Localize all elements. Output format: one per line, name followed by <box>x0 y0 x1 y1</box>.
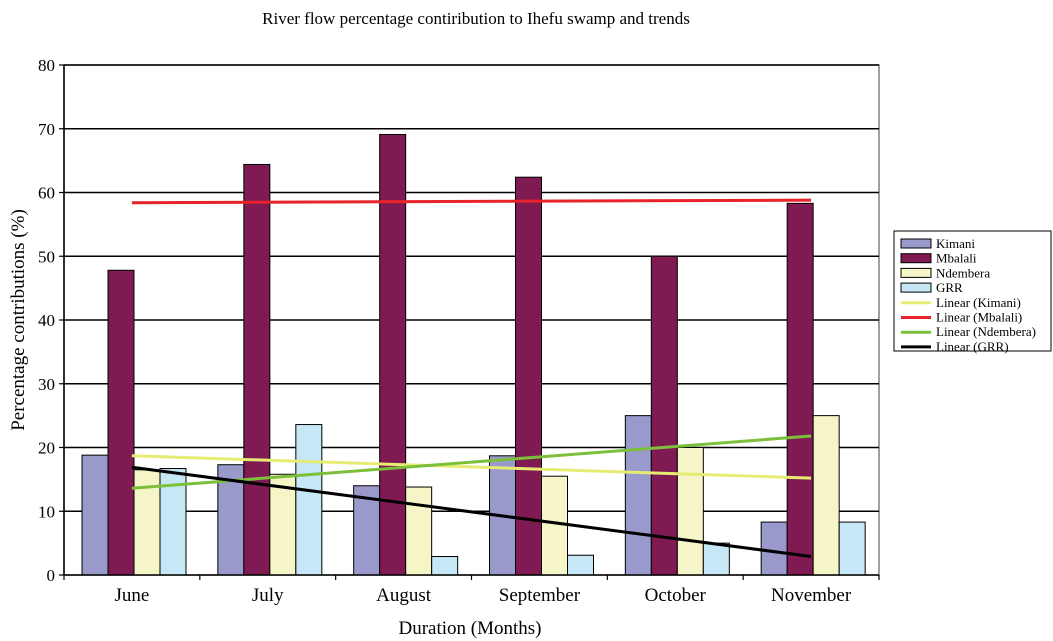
bar-kimani <box>760 521 788 576</box>
x-axis-label: Duration (Months) <box>398 618 541 639</box>
y-axis-label: Percentage contributions (%) <box>8 209 29 431</box>
legend-label: Linear (GRR) <box>936 339 1009 354</box>
bar-kimani <box>81 454 109 576</box>
bar-mbalali <box>107 269 135 576</box>
bar-mbalali <box>243 163 271 576</box>
bar-mbalali <box>650 255 678 576</box>
x-tick-label: October <box>645 585 707 606</box>
legend-label: Linear (Ndembera) <box>936 324 1036 339</box>
legend-swatch-mbalali <box>900 253 932 264</box>
bar-mbalali <box>515 176 542 576</box>
y-tick-label: 50 <box>38 247 55 266</box>
y-tick-label: 40 <box>38 311 55 330</box>
trendline-linear-ndembera <box>131 434 812 490</box>
y-tick-labels: 0 10 20 30 40 50 60 70 80 <box>38 56 55 585</box>
trendline-linear-kimani <box>131 454 812 480</box>
legend-label: Kimani <box>936 236 975 251</box>
legend-label: Linear (Mbalali) <box>936 310 1022 325</box>
bar-grr <box>702 542 730 576</box>
gridlines <box>64 64 879 513</box>
y-tick-label: 60 <box>38 184 55 203</box>
bar-ndembera <box>676 447 704 576</box>
x-tick-label: June <box>115 585 150 606</box>
y-tick-label: 30 <box>38 375 55 394</box>
y-tick-label: 20 <box>38 439 55 458</box>
legend-label: Mbalali <box>936 251 977 266</box>
legend-swatch-ndembera <box>900 267 932 278</box>
bars <box>81 133 866 576</box>
bar-grr <box>567 554 594 576</box>
bar-ndembera <box>541 475 568 576</box>
chart-title: River flow percentage contiribution to I… <box>262 9 690 28</box>
bar-grr <box>295 424 323 576</box>
bar-grr <box>431 556 459 576</box>
x-tick-label: September <box>499 585 581 606</box>
legend-label: GRR <box>936 280 963 295</box>
bar-ndembera <box>269 473 297 576</box>
x-tick-label: August <box>376 585 432 606</box>
x-tick-label: November <box>771 585 852 606</box>
trendline-linear-mbalali <box>131 198 812 205</box>
legend-label: Ndembera <box>936 265 990 280</box>
trendline-linear-grr <box>131 465 812 558</box>
legend-swatch-kimani <box>900 238 932 249</box>
legend-swatch-grr <box>900 282 932 293</box>
bar-ndembera <box>405 486 433 576</box>
trendlines <box>131 198 812 558</box>
y-tick-label: 70 <box>38 120 55 139</box>
y-tick-label: 80 <box>38 56 55 75</box>
y-tick-label: 10 <box>38 502 55 521</box>
x-tick-label: July <box>252 585 284 606</box>
y-tick-label: 0 <box>47 566 56 585</box>
x-tick-labels: June July August September October November <box>115 585 852 606</box>
bar-grr <box>838 521 866 576</box>
bar-ndembera <box>812 415 840 576</box>
bar-mbalali <box>786 202 814 576</box>
bar-kimani <box>624 415 652 576</box>
axes <box>59 64 880 580</box>
legend-label: Linear (Kimani) <box>936 295 1021 310</box>
